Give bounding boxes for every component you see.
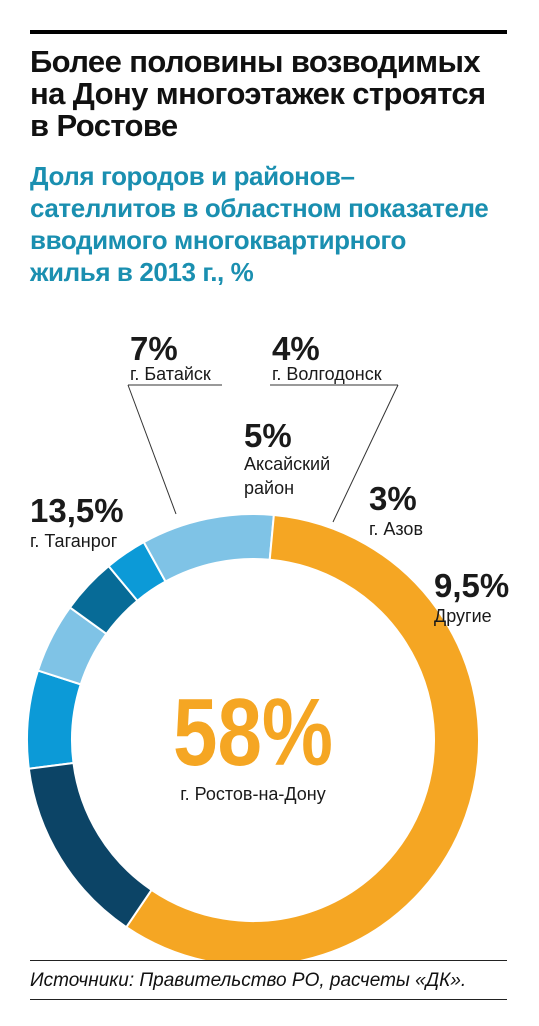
leader-line-volgodonsk: [332, 384, 399, 523]
label-volgodonsk-value: 4%: [272, 330, 320, 367]
label-rostov-value: 58%: [173, 679, 333, 786]
subtitle-line-1: Доля городов и районов–: [30, 161, 355, 191]
bottom-rule: [30, 999, 507, 1000]
label-aksai-name-line1: Аксайский: [244, 454, 330, 474]
label-other-name: Другие: [434, 606, 492, 626]
subtitle-line-4: жилья в 2013 г., %: [30, 257, 254, 287]
label-taganrog-value: 13,5%: [30, 492, 124, 529]
source-note: Источники: Правительство РО, расчеты «ДК…: [30, 970, 467, 991]
donut-slice-6: [27, 761, 153, 929]
label-azov-name: г. Азов: [369, 519, 423, 539]
label-aksai-name-line2: район: [244, 478, 294, 498]
label-volgodonsk-name: г. Волгодонск: [272, 364, 382, 384]
subtitle-line-3: вводимого многоквартирного: [30, 225, 407, 255]
title-line-3: в Ростове: [30, 108, 178, 143]
chart-subtitle: Доля городов и районов– сателлитов в обл…: [30, 160, 510, 288]
label-rostov-name: г. Ростов-на-Дону: [180, 784, 326, 804]
label-bataysk-name: г. Батайск: [130, 364, 211, 384]
subtitle-line-2: сателлитов в областном показателе: [30, 193, 489, 223]
donut-chart: 7% г. Батайск 4% г. Волгодонск 5% Аксайс…: [26, 330, 509, 960]
donut-slice-5: [124, 513, 480, 960]
top-rule: [30, 30, 507, 34]
donut-slice-4: [142, 513, 275, 583]
page-title: Более половины возводимых на Дону многоэ…: [30, 46, 510, 142]
donut-slice-0: [26, 669, 83, 770]
label-other-value: 9,5%: [434, 567, 509, 604]
label-azov-value: 3%: [369, 480, 417, 517]
label-aksai-value: 5%: [244, 417, 292, 454]
label-taganrog-name: г. Таганрог: [30, 531, 118, 551]
leader-line-bataysk: [127, 384, 177, 515]
title-line-2: на Дону многоэтажек строятся: [30, 76, 486, 111]
title-line-1: Более половины возводимых: [30, 44, 481, 79]
donut-slices: [26, 513, 480, 960]
source-rule: [30, 960, 507, 961]
label-bataysk-value: 7%: [130, 330, 178, 367]
